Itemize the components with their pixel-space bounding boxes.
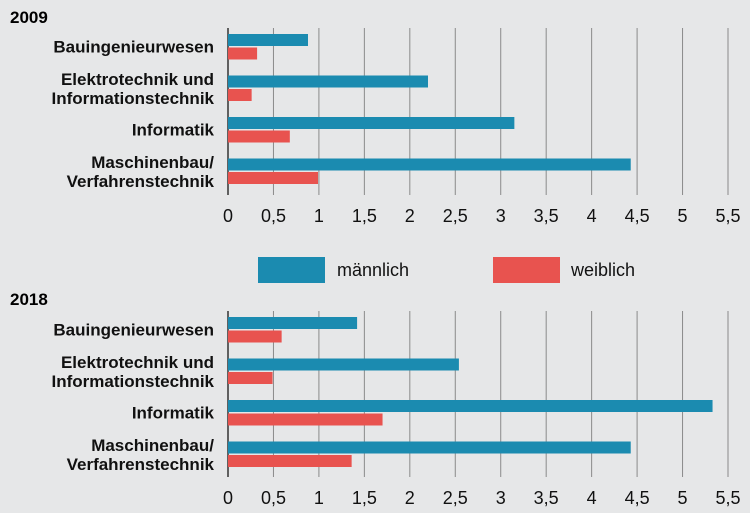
bar — [228, 158, 631, 171]
category-label: Maschinenbau/ Verfahrenstechnik — [66, 435, 214, 474]
bar — [228, 172, 318, 184]
x-tick-label: 0,5 — [261, 206, 286, 226]
x-tick-label: 1,5 — [352, 206, 377, 226]
bar — [228, 47, 258, 60]
category-label: Elektrotechnik und Informationstechnik — [51, 69, 214, 108]
x-tick-label: 4 — [587, 488, 597, 508]
bar — [228, 441, 631, 454]
x-tick-label: 0 — [223, 488, 233, 508]
bar — [228, 455, 352, 467]
x-tick-label: 3,5 — [534, 488, 559, 508]
category-label: Informatik — [131, 403, 214, 423]
x-tick-label: 2,5 — [443, 488, 468, 508]
x-tick-label: 3 — [496, 206, 506, 226]
x-tick-label: 4,5 — [625, 488, 650, 508]
x-tick-label: 2 — [405, 488, 415, 508]
bar — [228, 89, 252, 101]
bar — [228, 130, 290, 143]
legend-label: männlich — [337, 260, 409, 280]
bar — [228, 117, 515, 129]
x-tick-label: 5,5 — [715, 206, 740, 226]
bar — [228, 34, 308, 46]
bar — [228, 330, 282, 343]
x-tick-label: 5 — [678, 488, 688, 508]
x-tick-label: 1 — [314, 206, 324, 226]
x-tick-label: 3 — [496, 488, 506, 508]
category-label: Bauingenieurwesen — [53, 37, 214, 57]
x-tick-label: 4,5 — [625, 206, 650, 226]
category-label: Informatik — [131, 120, 214, 140]
category-label: Elektrotechnik und Informationstechnik — [51, 352, 214, 391]
x-tick-label: 2,5 — [443, 206, 468, 226]
category-label: Bauingenieurwesen — [53, 320, 214, 340]
legend-swatch — [258, 257, 325, 283]
bar — [228, 317, 358, 329]
x-tick-label: 5 — [678, 206, 688, 226]
bar — [228, 413, 383, 426]
x-tick-label: 0 — [223, 206, 233, 226]
x-tick-label: 5,5 — [715, 488, 740, 508]
bar — [228, 75, 428, 88]
x-tick-label: 0,5 — [261, 488, 286, 508]
legend-swatch — [493, 257, 560, 283]
x-tick-label: 1 — [314, 488, 324, 508]
bar — [228, 372, 273, 384]
x-tick-label: 4 — [587, 206, 597, 226]
category-label: Maschinenbau/ Verfahrenstechnik — [66, 152, 214, 191]
bar — [228, 400, 713, 412]
x-tick-label: 3,5 — [534, 206, 559, 226]
bar — [228, 358, 459, 371]
x-tick-label: 1,5 — [352, 488, 377, 508]
x-tick-label: 2 — [405, 206, 415, 226]
panel-title: 2018 — [10, 290, 48, 309]
panel-title: 2009 — [10, 8, 48, 27]
legend-label: weiblich — [570, 260, 635, 280]
